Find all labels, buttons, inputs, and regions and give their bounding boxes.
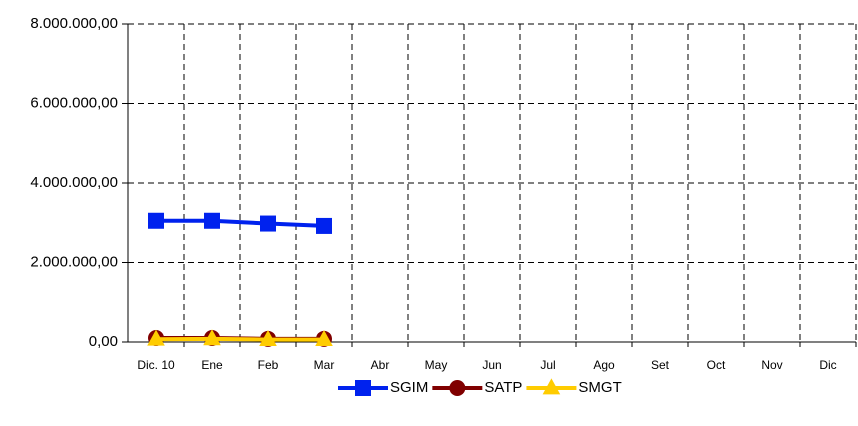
x-tick-label: Feb [258, 358, 279, 372]
x-tick-label: May [425, 358, 448, 372]
x-tick-label: Oct [707, 358, 726, 372]
data-point [203, 329, 221, 346]
data-point [315, 330, 333, 347]
series-line [155, 336, 324, 342]
legend-label: SATP [484, 379, 522, 396]
x-tick-label: Jul [540, 358, 555, 372]
data-point [316, 217, 332, 234]
y-tick-label: 4.000.000,00 [30, 174, 118, 191]
y-tick-label: 6.000.000,00 [30, 94, 118, 111]
x-tick-label: Ene [201, 358, 223, 372]
data-point [259, 330, 277, 347]
x-tick-label: Set [651, 358, 670, 372]
legend-marker [355, 380, 371, 396]
series-line [156, 218, 325, 228]
legend-marker [449, 380, 466, 396]
x-tick-label: Jun [482, 358, 501, 372]
data-point [260, 215, 276, 232]
x-tick-label: Mar [314, 358, 335, 372]
legend-label: SMGT [578, 379, 621, 396]
data-point [148, 212, 164, 229]
x-tick-label: Nov [761, 358, 782, 372]
x-tick-label: Dic. 10 [137, 358, 175, 372]
y-tick-label: 2.000.000,00 [30, 253, 118, 270]
legend-marker [542, 378, 561, 395]
x-tick-label: Ago [593, 358, 615, 372]
x-tick-label: Abr [371, 358, 390, 372]
x-tick-label: Dic [819, 358, 836, 372]
data-point [204, 212, 220, 229]
y-tick-label: 0,00 [89, 333, 118, 350]
legend-label: SGIM [390, 379, 428, 396]
y-tick-label: 8.000.000,00 [30, 15, 118, 32]
data-point [147, 329, 165, 346]
